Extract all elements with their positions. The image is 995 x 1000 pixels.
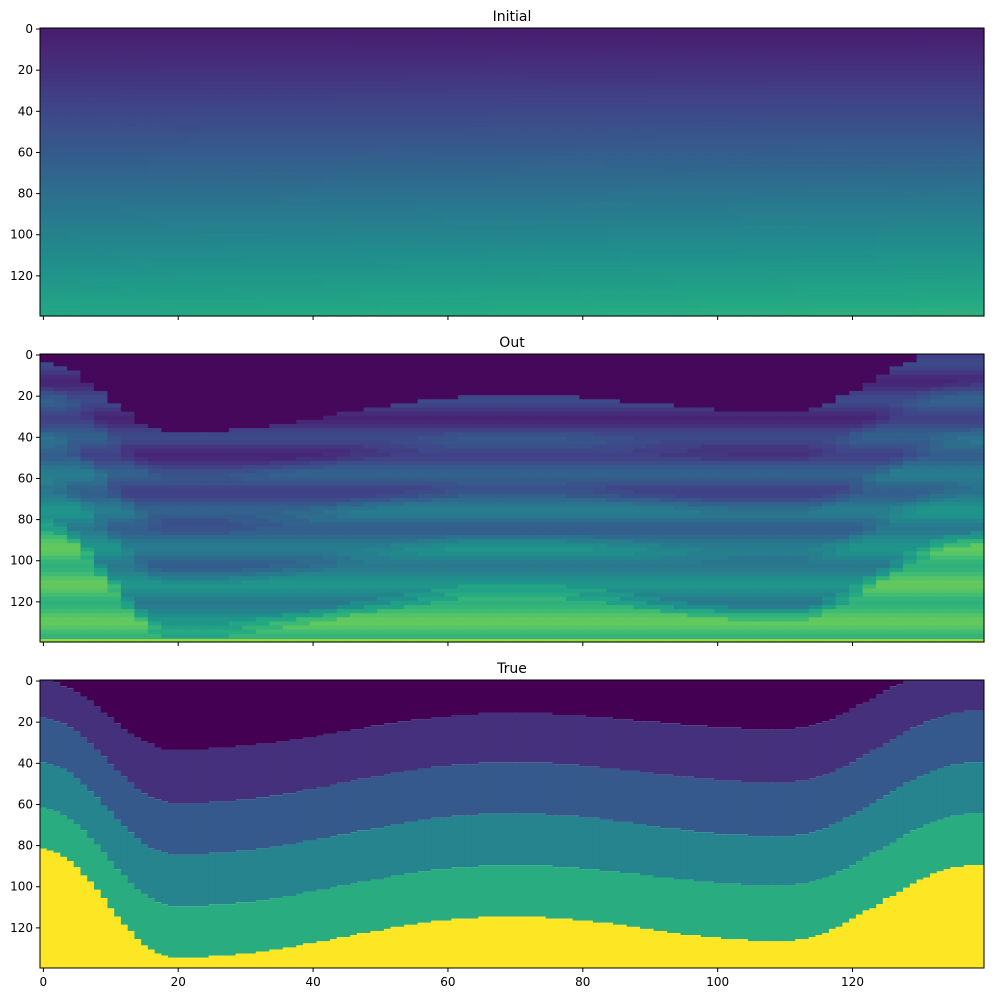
axes-frame <box>39 353 985 643</box>
x-tick-label: 0 <box>40 975 48 989</box>
panel-initial: Initial 0 20 40 60 80 100 120 <box>10 9 985 320</box>
y-tick-label: 40 <box>18 430 33 444</box>
x-tick-label: 20 <box>171 975 186 989</box>
y-tick-label: 80 <box>18 187 33 201</box>
heatmap-image <box>40 354 985 643</box>
x-tick-label: 80 <box>575 975 590 989</box>
heatmap-image <box>40 28 985 317</box>
y-tick-label: 60 <box>18 145 33 159</box>
x-tick-label: 100 <box>706 975 729 989</box>
heatmap-image <box>40 680 985 968</box>
y-tick-label: 20 <box>18 715 33 729</box>
y-tick-label: 20 <box>18 389 33 403</box>
axes-frame <box>39 679 985 969</box>
y-tick-label: 120 <box>10 269 33 283</box>
y-tick-label: 0 <box>25 22 33 36</box>
y-tick-label: 40 <box>18 756 33 770</box>
y-tick-label: 80 <box>18 513 33 527</box>
y-tick-label: 0 <box>25 348 33 362</box>
y-tick-label: 20 <box>18 63 33 77</box>
panel-true: True 0 20 40 60 80 100 120 0 20 40 60 80 100 120 <box>10 661 985 989</box>
y-tick-label: 120 <box>10 921 33 935</box>
y-tick-label: 80 <box>18 839 33 853</box>
y-tick-label: 60 <box>18 797 33 811</box>
panel-title: True <box>496 661 527 677</box>
x-tick-label: 60 <box>440 975 455 989</box>
y-tick-label: 60 <box>18 471 33 485</box>
x-tick-label: 40 <box>305 975 320 989</box>
y-tick-label: 100 <box>10 880 33 894</box>
panel-title: Initial <box>493 9 532 25</box>
y-tick-label: 120 <box>10 595 33 609</box>
y-tick-label: 100 <box>10 228 33 242</box>
y-tick-label: 100 <box>10 554 33 568</box>
panel-out: Out 0 20 40 60 80 100 120 <box>10 335 985 646</box>
y-tick-label: 0 <box>25 674 33 688</box>
x-tick-label: 120 <box>841 975 864 989</box>
y-tick-label: 40 <box>18 104 33 118</box>
panel-title: Out <box>499 335 525 351</box>
axes-frame <box>39 27 985 317</box>
